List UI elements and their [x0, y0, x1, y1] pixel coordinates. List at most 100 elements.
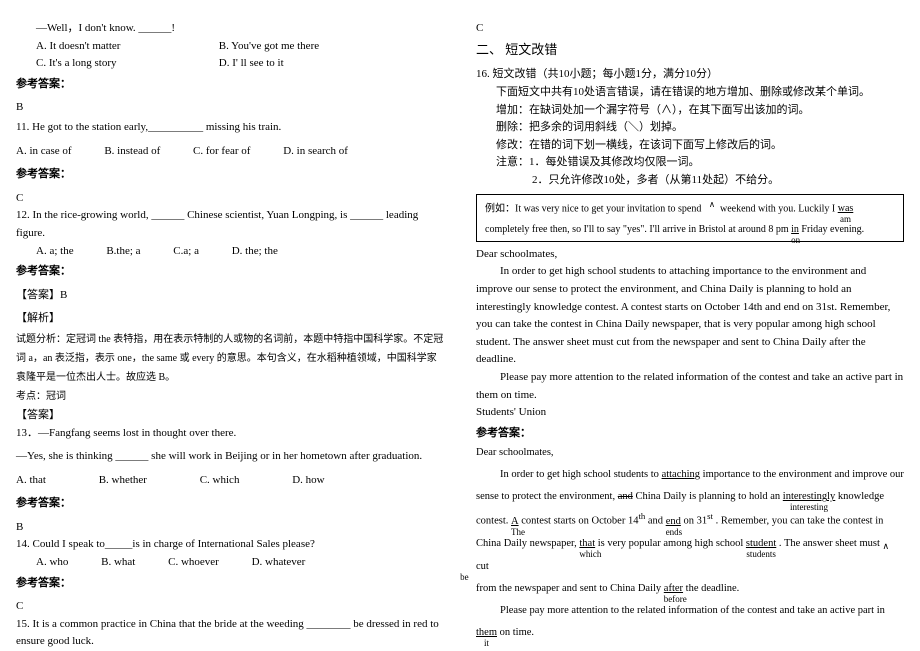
- passage-heading: Dear schoolmates,: [476, 246, 904, 264]
- ans-sub: interesting: [783, 498, 836, 516]
- example-box: 例如：It was very nice to get your invitati…: [476, 194, 904, 242]
- q13: 13．—Fangfang seems lost in thought over …: [16, 425, 444, 443]
- ans-sub: students: [746, 545, 776, 563]
- q14: 14. Could I speak to_____is in charge of…: [16, 536, 444, 554]
- ans-text: In order to get high school students to: [500, 469, 659, 480]
- opt-b: B. what: [101, 554, 135, 572]
- ans-del: and: [618, 491, 633, 502]
- instr-line: 修改：在错的词下划一横线，在该词下面写上修改后的词。: [496, 137, 904, 155]
- opt-c: C. which: [200, 472, 240, 490]
- box-text: 例如：It was very nice to get your invitati…: [485, 203, 701, 214]
- ans-text: from the newspaper and sent to China Dai…: [476, 583, 661, 594]
- instr-line: 2．只允许修改10处，多者（从第11处起）不给分。: [496, 172, 904, 190]
- box-am: am: [838, 213, 854, 227]
- ans-text: importance to the environment and improv…: [703, 469, 904, 480]
- ans-sub: it: [476, 634, 497, 651]
- opt-d: D. how: [292, 472, 324, 490]
- ans-text: the deadline.: [686, 583, 740, 594]
- q13-options: A. that B. whether C. which D. how: [16, 472, 444, 490]
- instr-line: 增加：在缺词处加一个漏字符号（∧），在其下面写出该加的词。: [496, 102, 904, 120]
- q16-head: 16. 短文改错（共10小题；每小题1分，满分10分）: [476, 66, 904, 84]
- ans-sig: Students' Union: [476, 647, 904, 651]
- sup: th: [638, 511, 645, 521]
- ans-sub: The: [511, 523, 519, 541]
- q10-answer: B: [16, 99, 444, 117]
- q12-kd: 考点：冠词: [16, 389, 444, 405]
- q13-answer-tag: 【答案】: [16, 407, 444, 425]
- ans-text: China Daily newspaper,: [476, 538, 577, 549]
- ans-text: and: [648, 516, 663, 527]
- ans-sub: before: [664, 590, 683, 608]
- sup: st: [707, 511, 713, 521]
- opt-b: B. You've got me there: [219, 38, 399, 56]
- q15: 15. It is a common practice in China tha…: [16, 616, 444, 651]
- answer-label: 参考答案：: [476, 425, 904, 443]
- q10-options: A. It doesn't matter B. You've got me th…: [16, 38, 444, 56]
- answer-label: 参考答案：: [16, 263, 444, 281]
- instr-line: 删除：把多余的词用斜线（＼）划掉。: [496, 119, 904, 137]
- opt-b: B. whether: [99, 472, 147, 490]
- ans-sub: ends: [666, 523, 681, 541]
- ans-heading: Dear schoolmates,: [476, 442, 904, 463]
- box-on: on: [791, 234, 799, 248]
- q14-answer: C: [16, 598, 444, 616]
- opt-d: D. in search of: [283, 143, 348, 161]
- ans-text: contest starts on October 14: [521, 516, 638, 527]
- opt-c: C.a; a: [173, 243, 199, 261]
- q14-options: A. who B. what C. whoever D. whatever: [16, 554, 444, 572]
- q10-options-2: C. It's a long story D. I' ll see to it: [16, 55, 444, 73]
- q12-explain: 试题分析：定冠词 the 表特指，用在表示特制的人或物的名词前，本题中特指中国科…: [16, 330, 444, 387]
- answer-label: 参考答案：: [16, 76, 444, 94]
- passage-p1: In order to get high school students to …: [476, 263, 904, 369]
- ans-text: on time.: [500, 627, 534, 638]
- q11-options: A. in case of B. instead of C. for fear …: [16, 143, 444, 161]
- instr-line: 下面短文中共有10处语言错误，请在错误的地方增加、删除或修改某个单词。: [496, 84, 904, 102]
- answer-label: 参考答案：: [16, 575, 444, 593]
- q13-2: —Yes, she is thinking ______ she will wo…: [16, 448, 444, 466]
- ans-sub: which: [579, 545, 595, 563]
- opt-c: C. whoever: [168, 554, 219, 572]
- ans-text: on 31: [683, 516, 707, 527]
- q10-stem: —Well，I don't know. ______!: [16, 20, 444, 38]
- opt-c: C. for fear of: [193, 143, 250, 161]
- q11-answer: C: [16, 190, 444, 208]
- instr-line: 注意：1．每处错误及其修改均仅限一词。: [496, 154, 904, 172]
- ans-text: sense to protect the environment,: [476, 491, 615, 502]
- answer-label: 参考答案：: [16, 166, 444, 184]
- ans-corr: cut: [476, 561, 489, 572]
- answer-body: Dear schoolmates, In order to get high s…: [476, 442, 904, 651]
- passage-p2: Please pay more attention to the related…: [476, 369, 904, 404]
- prev-answer: C: [476, 20, 904, 38]
- ans-text: . The answer sheet must: [779, 538, 880, 549]
- ans-corr: attaching: [662, 469, 700, 480]
- opt-d: D. I' ll see to it: [219, 55, 399, 73]
- opt-d: D. whatever: [252, 554, 306, 572]
- q12-options: A. a; the B.the; a C.a; a D. the; the: [16, 243, 444, 261]
- q12: 12. In the rice-growing world, ______ Ch…: [16, 207, 444, 242]
- q12-explain-tag: 【解析】: [16, 310, 444, 328]
- ans-text: contest.: [476, 516, 508, 527]
- q16-instr: 下面短文中共有10处语言错误，请在错误的地方增加、删除或修改某个单词。 增加：在…: [476, 84, 904, 190]
- q13-answer: B: [16, 519, 444, 537]
- opt-a: A. It doesn't matter: [36, 38, 216, 56]
- ans-text: knowledge: [838, 491, 884, 502]
- q12-answer-tag: 【答案】B: [16, 287, 444, 305]
- box-text: weekend with you. Luckily I: [720, 203, 835, 214]
- passage-sig: Students' Union: [476, 404, 904, 422]
- section-title: 二、 短文改错: [476, 40, 904, 61]
- ans-text: Please pay more attention to the related…: [476, 600, 904, 621]
- ans-text: China Daily is planning to hold an: [636, 491, 781, 502]
- opt-a: A. who: [36, 554, 68, 572]
- ans-sub: be: [460, 568, 471, 586]
- box-text: completely free then, so I'll to say "ye…: [485, 224, 791, 235]
- ans-text: . Remember, you can take the contest in: [716, 516, 884, 527]
- opt-b: B. instead of: [104, 143, 160, 161]
- opt-b: B.the; a: [106, 243, 140, 261]
- answer-label: 参考答案：: [16, 495, 444, 513]
- opt-a: A. a; the: [36, 243, 74, 261]
- opt-c: C. It's a long story: [36, 55, 216, 73]
- q11: 11. He got to the station early,________…: [16, 119, 444, 137]
- opt-a: A. in case of: [16, 143, 72, 161]
- box-text: Friday evening.: [801, 224, 864, 235]
- opt-a: A. that: [16, 472, 46, 490]
